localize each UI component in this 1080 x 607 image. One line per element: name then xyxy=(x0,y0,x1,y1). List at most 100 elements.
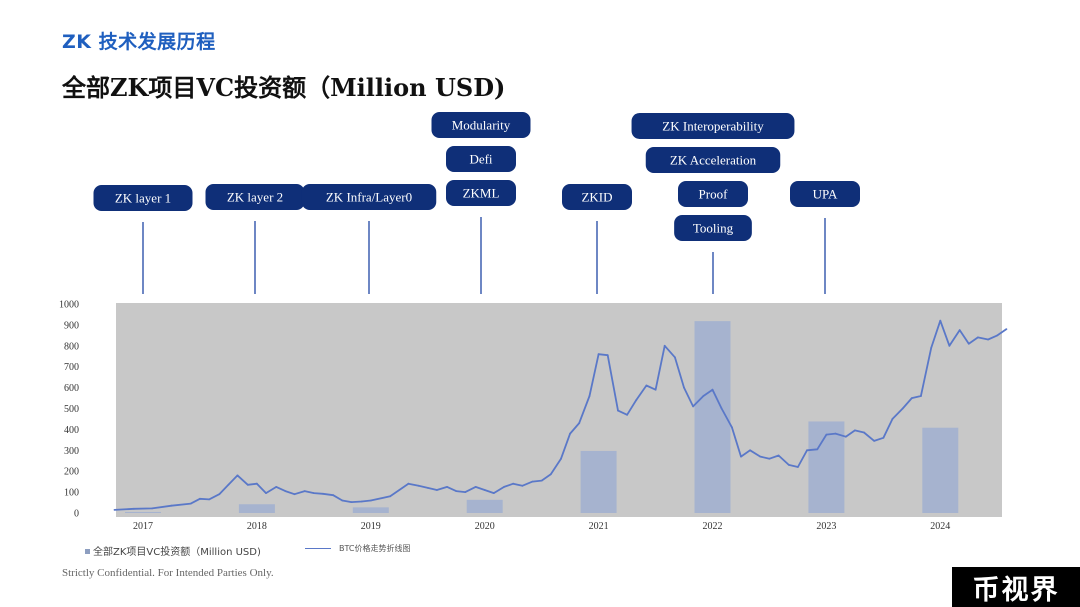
legend-line-label: BTC价格走势折线图 xyxy=(339,544,411,553)
btc-price-point xyxy=(492,492,495,494)
btc-price-point xyxy=(369,499,372,502)
x-tick-label: 2022 xyxy=(703,521,723,532)
btc-price-point xyxy=(293,493,296,496)
btc-price-point xyxy=(683,386,685,389)
btc-price-point xyxy=(246,483,249,486)
btc-price-point xyxy=(825,433,828,436)
btc-price-point xyxy=(578,422,581,424)
bar-2018 xyxy=(238,504,275,513)
btc-price-point xyxy=(731,426,733,429)
y-tick-label: 400 xyxy=(64,425,79,436)
btc-price-point xyxy=(588,395,591,397)
btc-price-point xyxy=(635,399,638,401)
plot-area: 0 100 200 300 400 500 600 700 800 900 1000 2017 2018… xyxy=(59,300,1008,532)
btc-price-point xyxy=(446,486,448,488)
x-tick-label: 2023 xyxy=(816,521,836,532)
btc-price-point xyxy=(958,329,961,331)
btc-price-point xyxy=(720,407,723,410)
btc-price-point xyxy=(977,336,979,339)
annotation-pill xyxy=(674,215,752,241)
btc-price-point xyxy=(227,483,230,486)
btc-price-point xyxy=(208,498,211,501)
btc-price-point xyxy=(711,388,714,391)
btc-price-point xyxy=(389,495,392,498)
x-tick-label: 2021 xyxy=(589,521,609,532)
btc-price-point xyxy=(218,493,221,496)
y-tick-label: 200 xyxy=(64,467,79,478)
btc-price-point xyxy=(702,395,705,397)
annotation-pill xyxy=(678,181,748,207)
watermark-logo: 币视界 xyxy=(952,567,1080,607)
btc-price-point xyxy=(483,489,486,491)
btc-price-point xyxy=(777,454,780,457)
btc-price-point xyxy=(854,429,856,432)
btc-price-point xyxy=(863,431,865,434)
btc-price-point xyxy=(606,354,609,357)
btc-price-point xyxy=(512,482,515,485)
btc-price-point xyxy=(834,432,837,435)
y-tick-label: 300 xyxy=(64,446,79,457)
legend-bar-label: 全部ZK项目VC投资额（Million USD) xyxy=(93,547,261,558)
annotation-label: Proof xyxy=(699,187,729,202)
annotation-label: UPA xyxy=(813,187,838,202)
btc-price-point xyxy=(816,448,819,451)
btc-price-point xyxy=(674,356,676,359)
btc-price-point xyxy=(151,507,154,510)
annotation-pill xyxy=(301,184,437,210)
btc-price-point xyxy=(948,344,951,347)
bar-2019 xyxy=(352,507,389,513)
annotation-pill xyxy=(645,147,781,173)
btc-price-point xyxy=(692,405,694,408)
btc-price-point xyxy=(996,334,999,337)
btc-price-point xyxy=(920,395,922,397)
btc-price-point xyxy=(275,486,278,488)
btc-price-point xyxy=(626,413,628,416)
btc-price-point xyxy=(873,440,876,442)
btc-price-point xyxy=(360,500,363,503)
btc-price-point xyxy=(787,464,790,466)
btc-price-point xyxy=(654,388,657,391)
btc-price-point xyxy=(455,490,458,492)
legend-bar-swatch xyxy=(85,548,90,554)
bar-2022 xyxy=(694,321,731,513)
btc-price-point xyxy=(910,397,913,399)
y-tick-label: 800 xyxy=(64,341,79,352)
annotation-label: ZKID xyxy=(581,190,612,205)
page-title: 全部ZK项目VC投资额（Million USD) xyxy=(62,73,506,102)
btc-price-point xyxy=(284,490,287,492)
btc-price-point xyxy=(645,384,648,387)
btc-price-point xyxy=(549,473,552,476)
btc-price-point xyxy=(882,436,885,439)
annotation-label: ZK Acceleration xyxy=(670,153,757,168)
btc-price-point xyxy=(891,418,894,420)
btc-price-point xyxy=(901,407,904,410)
btc-price-point xyxy=(350,501,353,503)
y-tick-label: 900 xyxy=(64,320,79,331)
annotation-pill xyxy=(790,181,860,207)
btc-price-point xyxy=(189,502,192,505)
btc-price-point xyxy=(503,486,505,488)
bar-2017 xyxy=(125,511,161,513)
btc-price-point xyxy=(113,509,116,511)
y-tick-label: 500 xyxy=(64,404,79,415)
btc-price-point xyxy=(531,480,534,483)
btc-price-point xyxy=(133,507,135,510)
btc-price-point xyxy=(303,490,306,492)
y-tick-label: 1000 xyxy=(59,300,79,311)
plot-background xyxy=(116,303,1002,517)
btc-price-point xyxy=(199,497,201,500)
btc-price-point xyxy=(759,455,762,458)
btc-price-point xyxy=(474,486,477,488)
annotation-pill xyxy=(205,184,305,210)
btc-price-point xyxy=(322,492,324,495)
btc-price-point xyxy=(597,353,600,356)
legend-line-swatch xyxy=(305,547,331,549)
annotation-pill xyxy=(446,146,516,172)
bar-2021 xyxy=(580,450,617,513)
btc-price-point xyxy=(341,499,344,502)
x-tick-label: 2020 xyxy=(475,521,495,532)
btc-price-point xyxy=(265,492,267,494)
btc-price-point xyxy=(987,338,989,341)
btc-price-point xyxy=(939,319,942,322)
